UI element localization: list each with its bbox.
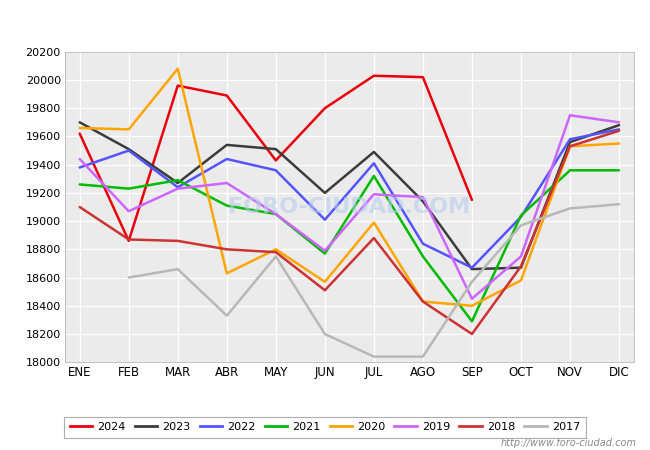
Text: FORO-CIUDAD.COM: FORO-CIUDAD.COM xyxy=(228,197,471,217)
Text: Afiliados en Motril a 30/9/2024: Afiliados en Motril a 30/9/2024 xyxy=(187,14,463,33)
Text: http://www.foro-ciudad.com: http://www.foro-ciudad.com xyxy=(501,438,637,448)
Legend: 2024, 2023, 2022, 2021, 2020, 2019, 2018, 2017: 2024, 2023, 2022, 2021, 2020, 2019, 2018… xyxy=(64,417,586,438)
